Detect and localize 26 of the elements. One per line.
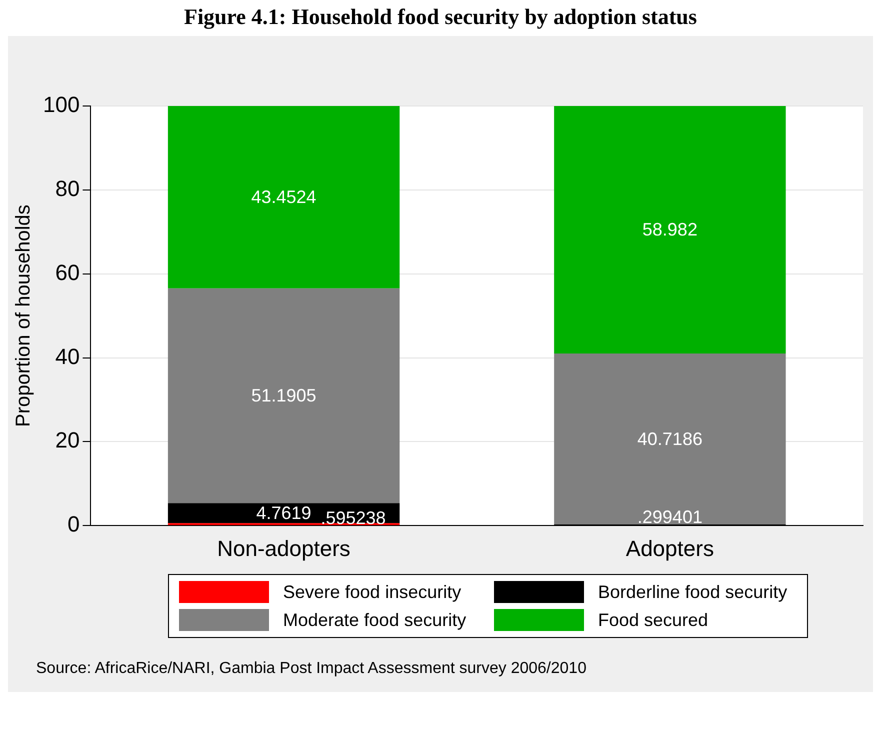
- x-tick-label: Non-adopters: [217, 536, 350, 561]
- data-label: .595238: [320, 508, 386, 528]
- x-tick-label: Adopters: [626, 536, 714, 561]
- data-label: .299401: [637, 507, 702, 528]
- data-label: 58.982: [642, 220, 698, 240]
- bar: [168, 288, 400, 504]
- legend-label: Food secured: [598, 610, 708, 630]
- bar: [168, 106, 400, 288]
- legend-label: Severe food insecurity: [283, 582, 462, 602]
- legend-label: Borderline food security: [598, 582, 788, 602]
- data-label: 51.1905: [251, 386, 316, 406]
- y-tick-label: 60: [55, 260, 80, 285]
- y-axis-title: Proportion of households: [12, 204, 35, 427]
- bar: [554, 353, 786, 524]
- source-note: Source: AfricaRice/NARI, Gambia Post Impact Assessment survey 2006/2010: [36, 660, 588, 678]
- y-tick-label: 100: [42, 92, 80, 118]
- bar: [554, 106, 786, 354]
- data-label: 4.7619: [256, 503, 312, 524]
- y-tick-label: 80: [55, 176, 80, 201]
- data-label: 43.4524: [251, 187, 316, 208]
- chart-title: Figure 4.1: Household food security by adoption status: [183, 3, 698, 31]
- y-tick-label: 0: [67, 512, 80, 537]
- data-label: 40.7186: [637, 428, 702, 449]
- y-tick-label: 20: [55, 428, 80, 453]
- legend-label: Moderate food security: [283, 610, 466, 630]
- y-tick-label: 40: [55, 344, 80, 369]
